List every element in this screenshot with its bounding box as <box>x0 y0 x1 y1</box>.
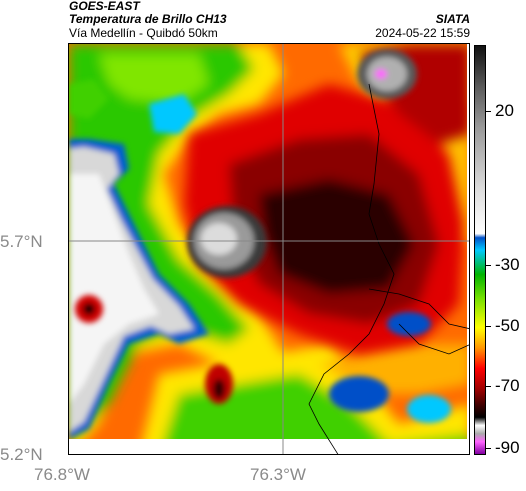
lat-label-1: 5.7°N <box>0 232 43 251</box>
colorbar-label-3: -50 <box>495 316 520 335</box>
field-green-far-nw <box>69 79 109 119</box>
colorbar-tick-1 <box>486 111 491 112</box>
map-subtitle: Vía Medellín - Quibdó 50km <box>69 26 218 40</box>
colorbar-label-1: 20 <box>495 101 514 120</box>
field-cyan-nw <box>149 94 197 134</box>
brightness-temperature-field <box>69 44 469 454</box>
field-white-west <box>69 174 159 404</box>
colorbar-label-4: -70 <box>495 376 520 395</box>
field-blue-spot-e <box>387 312 431 336</box>
field-nodata-bottom <box>69 439 469 454</box>
field-light-top-center <box>201 223 237 255</box>
colorbar <box>474 45 486 455</box>
colorbar-tick-5 <box>486 448 491 449</box>
field-black-spot-west <box>83 303 95 315</box>
field-black-spot-south <box>213 379 225 399</box>
boundary-line-1 <box>308 83 395 454</box>
field-black-core <box>259 179 414 294</box>
colorbar-label-5: -90 <box>495 438 520 457</box>
field-lightgreen-nw <box>99 54 209 104</box>
field-nodata-right <box>467 44 469 454</box>
map-title: Temperatura de Brillo CH13 <box>69 12 227 26</box>
boundary-line-2 <box>368 288 469 329</box>
product-label: GOES-EAST <box>69 0 140 13</box>
colorbar-label-2: -30 <box>495 255 520 274</box>
lon-label-1: 76.8°W <box>34 465 90 484</box>
colorbar-tick-4 <box>486 386 491 387</box>
colorbar-tick-2 <box>486 265 491 266</box>
field-blue-spot-se <box>329 376 389 412</box>
colorbar-tick-3 <box>486 326 491 327</box>
satellite-map <box>68 43 470 455</box>
boundary-line-3 <box>398 323 469 355</box>
source-label: SIATA <box>435 12 470 26</box>
field-cyan-spot-se <box>407 395 451 423</box>
field-magenta-ne <box>375 69 387 79</box>
lon-label-2: 76.3°W <box>250 465 306 484</box>
timestamp-label: 2024-05-22 15:59 <box>375 26 470 40</box>
lat-label-2: 5.2°N <box>0 445 43 464</box>
